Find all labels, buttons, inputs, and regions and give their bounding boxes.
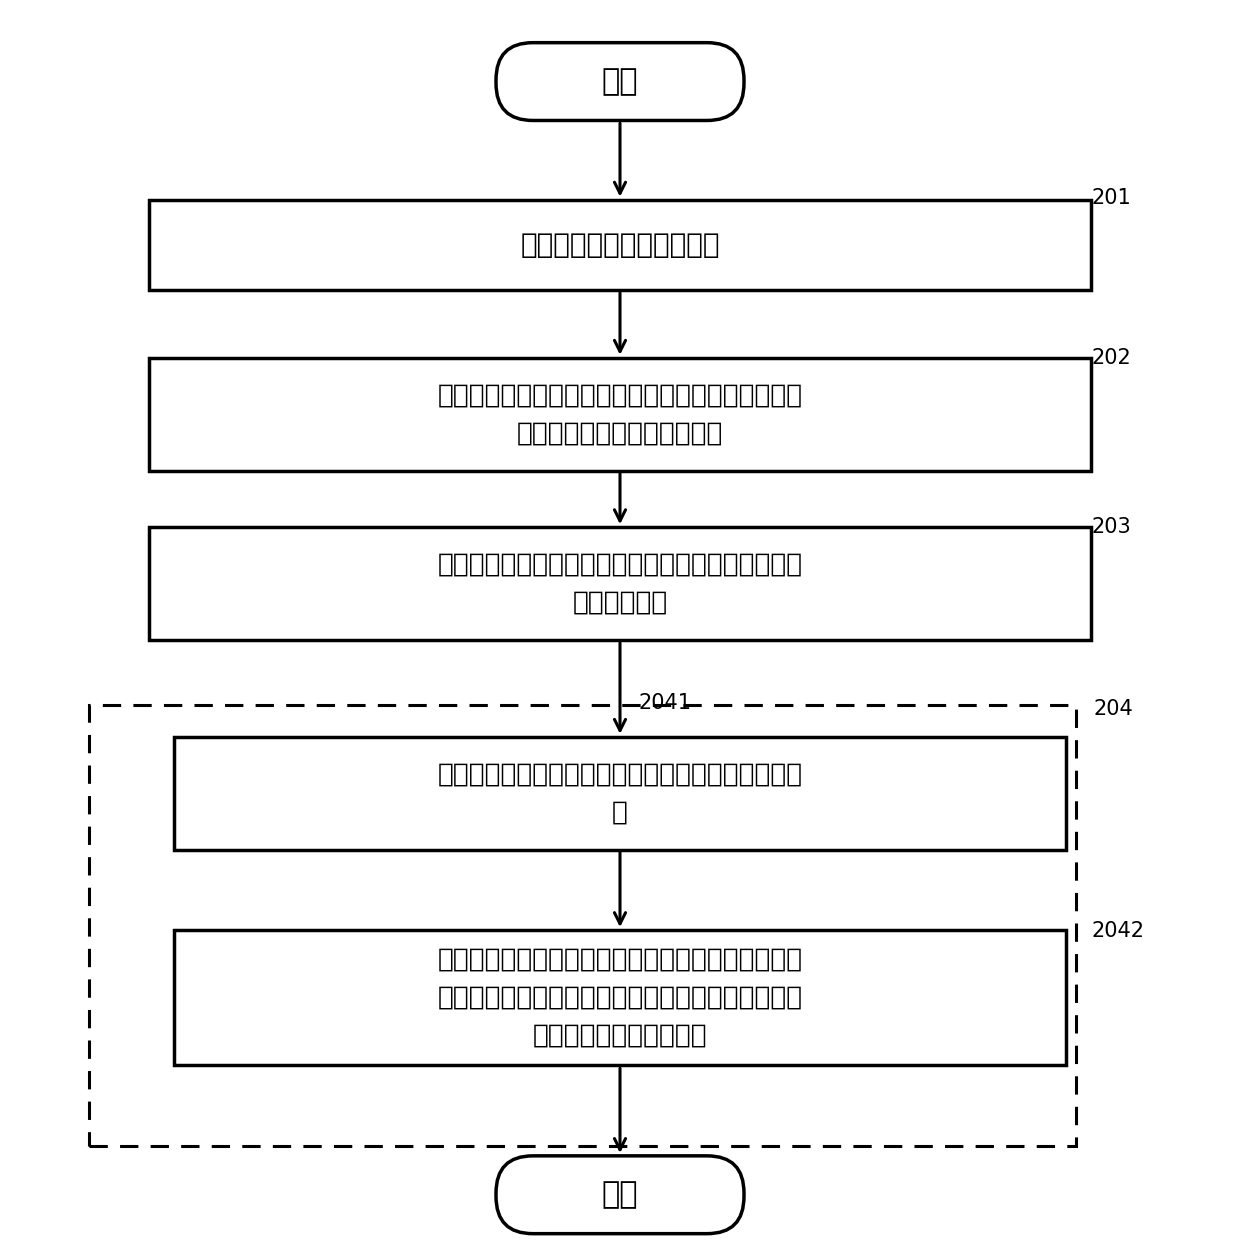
- Bar: [89, 705, 1076, 1146]
- Text: 将升压电路的母线电压与光伏阵列的输出电压的倍数
控制在预设区间内，以使得升压电路的母线电压大于
或者等于母线电压最小值: 将升压电路的母线电压与光伏阵列的输出电压的倍数 控制在预设区间内，以使得升压电路…: [438, 946, 802, 1049]
- Bar: [149, 358, 1091, 471]
- Text: 204: 204: [1094, 699, 1133, 719]
- Bar: [149, 200, 1091, 290]
- FancyBboxPatch shape: [496, 1156, 744, 1234]
- Text: 202: 202: [1091, 348, 1131, 368]
- FancyBboxPatch shape: [496, 43, 744, 120]
- Bar: [149, 527, 1091, 640]
- Text: 结束: 结束: [601, 1180, 639, 1210]
- Text: 实时检测光伏阵列的输出功率、输出电压以及水泵电
机的工作参数: 实时检测光伏阵列的输出功率、输出电压以及水泵电 机的工作参数: [438, 552, 802, 615]
- Text: 开始: 开始: [601, 67, 639, 97]
- Bar: [174, 737, 1066, 850]
- Text: 根据水泵转速估算升压电路需要提供的母线电压最小
值: 根据水泵转速估算升压电路需要提供的母线电压最小 值: [438, 762, 802, 825]
- Text: 跟踪光伏阵列的最大功率点: 跟踪光伏阵列的最大功率点: [521, 231, 719, 259]
- Text: 2041: 2041: [639, 693, 692, 713]
- Text: 根据光伏阵列的最大功率点的输出功率和水泵电机的
工作参数对水泵电机进行控制: 根据光伏阵列的最大功率点的输出功率和水泵电机的 工作参数对水泵电机进行控制: [438, 383, 802, 446]
- Bar: [174, 930, 1066, 1065]
- Text: 201: 201: [1091, 188, 1131, 208]
- Text: 2042: 2042: [1091, 921, 1145, 941]
- Text: 203: 203: [1091, 517, 1131, 537]
